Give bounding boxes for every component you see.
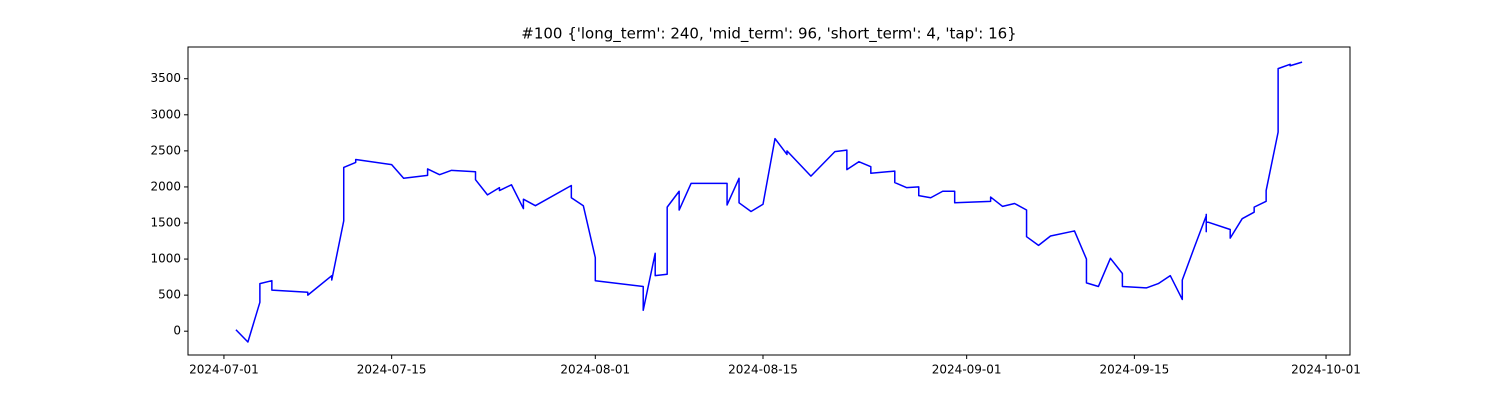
y-tick-label: 500 xyxy=(158,288,181,302)
x-tick-label: 2024-09-01 xyxy=(932,363,1002,377)
x-tick-label: 2024-08-15 xyxy=(728,363,798,377)
plot-frame xyxy=(187,46,1351,356)
y-tick-label: 2000 xyxy=(150,179,181,193)
x-tick-label: 2024-10-01 xyxy=(1291,363,1361,377)
x-tick-label: 2024-09-15 xyxy=(1099,363,1169,377)
line-series xyxy=(235,61,1303,343)
chart-title: #100 {'long_term': 240, 'mid_term': 96, … xyxy=(521,25,1016,44)
x-tick-label: 2024-07-15 xyxy=(357,363,427,377)
y-tick-label: 1000 xyxy=(150,252,181,266)
y-tick-label: 1500 xyxy=(150,216,181,230)
y-tick-label: 2500 xyxy=(150,143,181,157)
y-tick-label: 3000 xyxy=(150,107,181,121)
x-tick-label: 2024-07-01 xyxy=(189,363,259,377)
y-tick-label: 0 xyxy=(173,324,181,338)
x-tick-label: 2024-08-01 xyxy=(560,363,630,377)
y-tick-label: 3500 xyxy=(150,71,181,85)
